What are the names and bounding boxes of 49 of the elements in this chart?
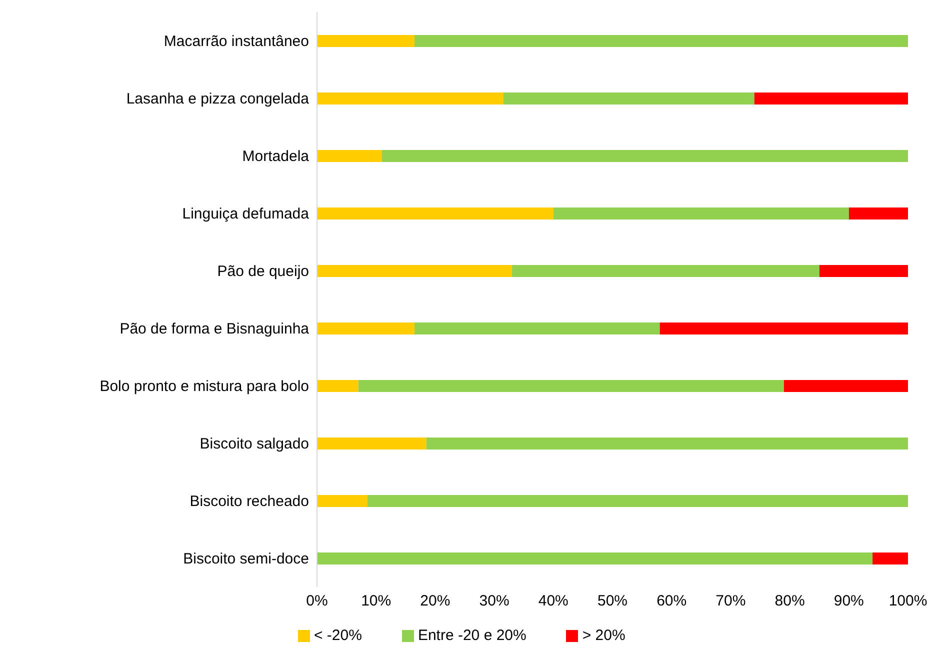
x-tick-label: 10% [361,592,392,610]
x-tick-label: 30% [479,592,510,610]
bar [553,208,849,220]
x-tick-label: 100% [888,592,928,610]
bar [317,265,512,277]
y-tick-label: Linguiça defumada [182,206,310,223]
bar [872,552,908,564]
x-tick-label: 60% [656,592,687,610]
x-tick-label: 50% [597,592,628,610]
bar [317,438,426,450]
x-tick-label: 80% [774,592,805,610]
x-tick-label: 90% [834,592,864,610]
bar [367,495,908,507]
bar [848,208,908,220]
legend-label: > 20% [582,627,626,644]
bar [317,208,554,220]
bar [382,150,908,162]
y-tick-label: Biscoito salgado [200,436,309,453]
bar [317,380,358,392]
bar [426,438,908,450]
x-tick-label: 20% [420,592,450,610]
bar [512,265,820,277]
x-tick-label: 40% [538,592,568,610]
bar [317,495,368,507]
y-tick-label: Pão de forma e Bisnaguinha [120,320,310,338]
legend-label: < -20% [314,627,362,644]
bar [317,150,382,162]
y-tick-label: Biscoito semi-doce [183,550,309,568]
bar [754,92,908,104]
x-tick-label: 70% [716,592,746,610]
bar [414,35,908,47]
y-tick-label: Macarrão instantâneo [164,33,309,50]
bar [317,92,504,104]
bar [660,322,908,334]
y-tick-label: Pão de queijo [217,263,309,280]
bar [503,92,754,104]
bar [358,380,784,392]
bar [317,552,873,564]
x-tick-label: 0% [306,592,328,610]
y-tick-label: Bolo pronto e mistura para bolo [100,378,309,396]
y-tick-label: Mortadela [242,148,310,166]
bar [819,265,908,277]
y-tick-label: Biscoito recheado [190,493,309,510]
legend-label: Entre -20 e 20% [418,627,526,644]
bar [784,380,908,392]
bar [317,322,415,334]
y-tick-label: Lasanha e pizza congelada [126,90,310,108]
bar [414,322,660,334]
bar [317,35,415,47]
